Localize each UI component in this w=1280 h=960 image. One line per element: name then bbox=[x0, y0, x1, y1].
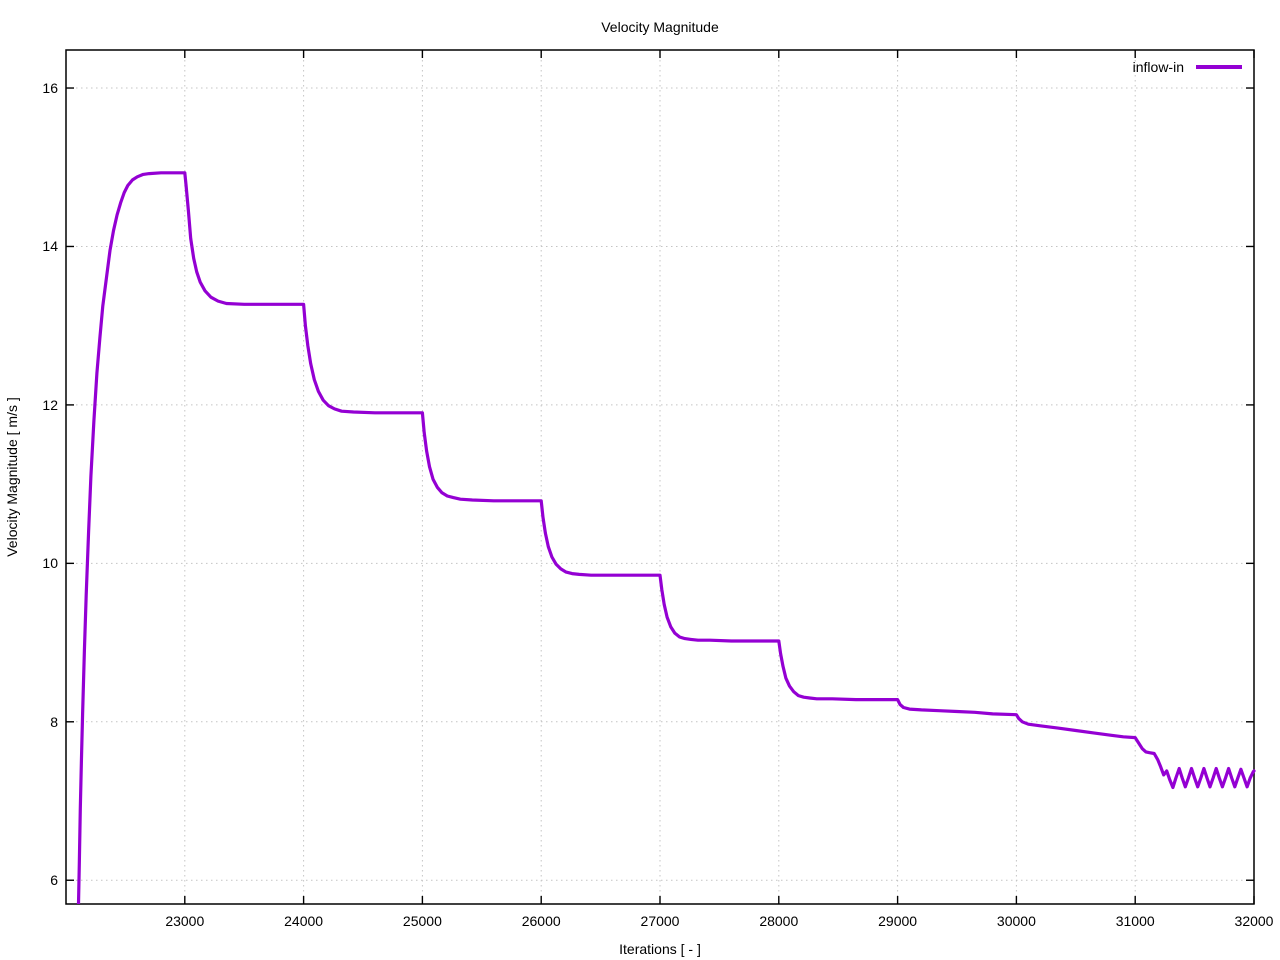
y-tick-label: 12 bbox=[42, 396, 58, 413]
y-tick-label: 16 bbox=[42, 80, 58, 97]
x-tick-label: 25000 bbox=[402, 913, 442, 929]
x-tick-label: 24000 bbox=[284, 913, 324, 929]
chart-title: Velocity Magnitude bbox=[601, 19, 719, 35]
y-tick-label: 8 bbox=[50, 713, 58, 730]
x-tick-label: 29000 bbox=[878, 913, 918, 929]
x-tick-label: 23000 bbox=[165, 913, 205, 929]
x-tick-label: 30000 bbox=[996, 913, 1036, 929]
legend-label: inflow-in bbox=[1132, 59, 1184, 75]
x-tick-label: 28000 bbox=[759, 913, 799, 929]
y-tick-label: 6 bbox=[50, 872, 58, 889]
legend: inflow-in bbox=[1133, 59, 1242, 75]
x-tick-label: 27000 bbox=[640, 913, 680, 929]
y-tick-label: 10 bbox=[42, 555, 58, 572]
x-tick-label: 26000 bbox=[521, 913, 561, 929]
y-tick-label: 14 bbox=[42, 238, 58, 255]
x-tick-label: 31000 bbox=[1115, 913, 1155, 929]
x-axis-label: Iterations [ - ] bbox=[619, 941, 701, 957]
x-tick-label: 32000 bbox=[1234, 913, 1274, 929]
legend-line-sample bbox=[1196, 65, 1242, 69]
